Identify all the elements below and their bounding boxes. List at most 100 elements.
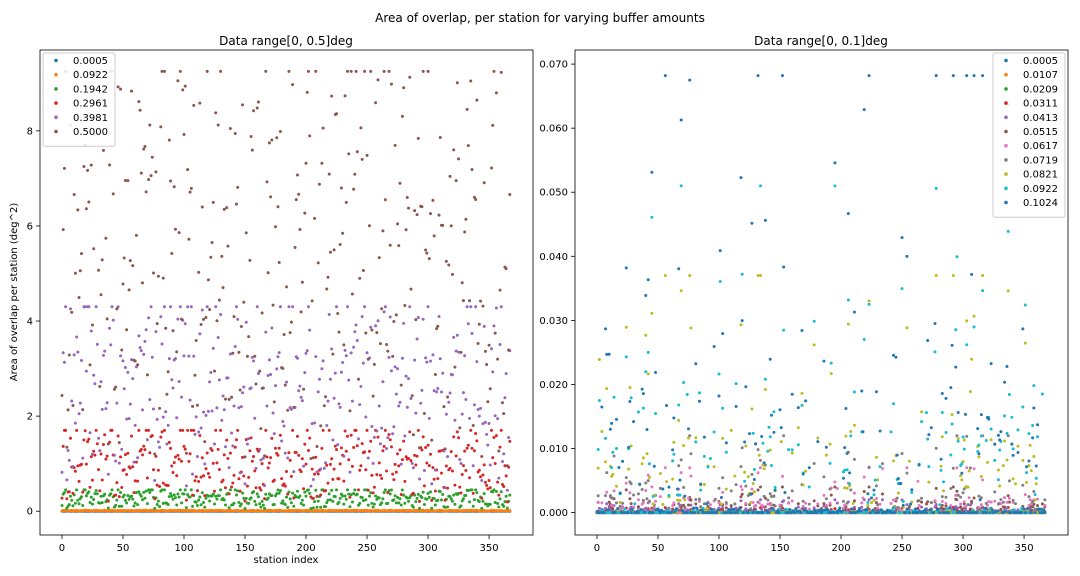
data-point [364, 331, 368, 335]
data-point [253, 499, 257, 503]
data-point [654, 499, 658, 503]
data-point [306, 69, 310, 73]
data-point [374, 101, 378, 105]
data-point [255, 492, 259, 496]
data-point [90, 452, 94, 456]
data-point [148, 491, 152, 495]
data-point [369, 439, 373, 443]
data-point [331, 477, 335, 481]
data-point [241, 103, 245, 107]
data-point [101, 353, 105, 357]
data-point [482, 324, 486, 328]
data-point [503, 464, 507, 468]
data-point [308, 134, 312, 138]
left-panel-title: Data range[0, 0.5]deg [219, 34, 353, 48]
data-point [335, 112, 339, 116]
data-point [448, 495, 452, 499]
data-point [214, 494, 218, 498]
data-point [183, 322, 187, 326]
data-point [202, 474, 206, 478]
data-point [430, 506, 434, 510]
data-point [167, 495, 171, 499]
data-point [70, 310, 74, 314]
data-point [404, 228, 408, 232]
data-point [274, 225, 278, 229]
data-point [79, 252, 83, 256]
data-point [488, 387, 492, 391]
data-point [169, 492, 173, 496]
data-point [265, 455, 269, 459]
data-point [156, 499, 160, 503]
data-point [84, 462, 88, 466]
data-point [332, 467, 336, 471]
data-point [733, 502, 737, 506]
data-point [796, 502, 800, 506]
data-point [64, 305, 68, 309]
data-point [311, 478, 315, 482]
data-point [752, 507, 756, 511]
data-point [314, 355, 318, 359]
data-point [331, 352, 335, 356]
data-point [337, 402, 341, 406]
data-point [128, 259, 132, 263]
data-point [1003, 505, 1007, 509]
data-point [488, 502, 492, 506]
data-point [418, 499, 422, 503]
data-point [389, 488, 393, 492]
data-point [127, 288, 131, 292]
data-point [98, 385, 102, 389]
data-point [398, 497, 402, 501]
data-point [253, 416, 257, 420]
data-point [679, 458, 683, 462]
data-point [151, 468, 155, 472]
data-point [780, 474, 784, 478]
data-point [459, 350, 463, 354]
data-point [216, 123, 220, 127]
data-point [437, 314, 441, 318]
data-point [97, 436, 101, 440]
data-point [115, 401, 119, 405]
data-point [487, 479, 491, 483]
data-point [153, 506, 157, 510]
data-point [461, 391, 465, 395]
data-point [119, 87, 123, 91]
data-point [131, 377, 135, 381]
data-point [291, 428, 295, 432]
left-x-axis-label: station index [254, 555, 319, 566]
data-point [192, 103, 196, 107]
data-point [425, 251, 429, 255]
data-point [433, 372, 437, 376]
data-point [99, 494, 103, 498]
data-point [215, 497, 219, 501]
data-point [833, 498, 837, 502]
data-point [71, 464, 75, 468]
data-point [147, 428, 151, 432]
data-point [414, 500, 418, 504]
data-point [193, 479, 197, 483]
data-point [427, 416, 431, 420]
x-tick-label: 350 [480, 543, 499, 554]
data-point [178, 69, 182, 73]
data-point [130, 494, 134, 498]
data-point [475, 98, 479, 102]
data-point [862, 475, 866, 479]
data-point [76, 464, 80, 468]
data-point [954, 497, 958, 501]
data-point [165, 392, 169, 396]
data-point [87, 490, 91, 494]
data-point [470, 446, 474, 450]
data-point [155, 322, 159, 326]
data-point [125, 501, 129, 505]
data-point [71, 504, 75, 508]
data-point [285, 469, 288, 473]
data-point [202, 410, 206, 414]
data-point [133, 479, 137, 483]
data-point [315, 445, 319, 449]
data-point [72, 193, 76, 197]
y-tick-label: 4 [27, 317, 33, 328]
data-point [787, 501, 791, 505]
data-point [261, 386, 265, 390]
data-point [424, 356, 428, 360]
data-point [468, 299, 472, 303]
